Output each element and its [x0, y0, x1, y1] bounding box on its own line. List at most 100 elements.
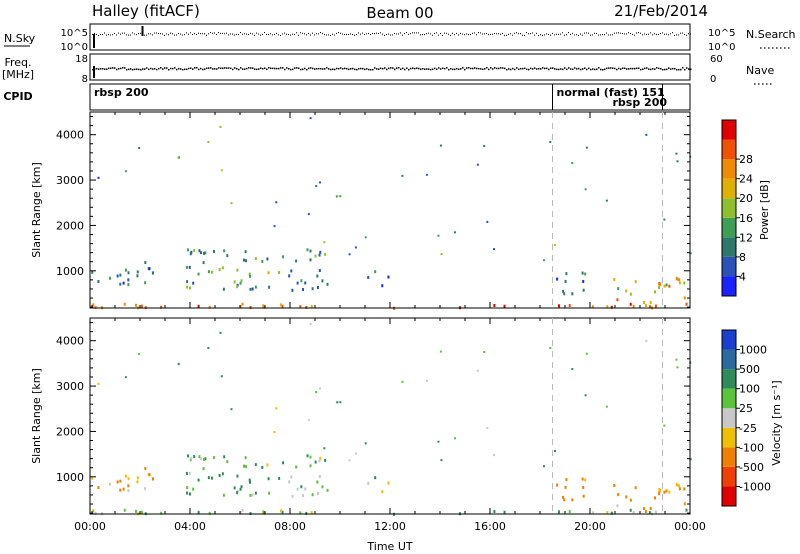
freq-point — [154, 67, 156, 70]
echo-point — [668, 284, 671, 288]
freq-point — [234, 67, 236, 69]
freq-point — [468, 67, 470, 69]
nsky-point — [416, 32, 417, 34]
echo-point — [241, 508, 244, 512]
freq-point — [670, 68, 672, 70]
cpid-label: CPID — [3, 90, 32, 103]
echo-point — [273, 225, 276, 228]
nsky-point — [116, 34, 117, 36]
echo-point — [302, 288, 305, 292]
freq-point — [220, 67, 222, 70]
echo-point — [261, 465, 264, 469]
echo-point — [307, 419, 310, 422]
freq-point — [582, 68, 584, 70]
echo-point — [116, 274, 119, 278]
echo-point — [299, 511, 302, 515]
echo-point — [188, 471, 191, 475]
echo-point — [492, 454, 495, 457]
freq-point — [198, 68, 200, 71]
nsky-point — [572, 32, 573, 34]
echo-point — [263, 511, 266, 515]
nsky-point — [280, 34, 281, 36]
nsky-point — [594, 32, 595, 34]
nsky-point — [412, 32, 413, 34]
echo-point — [653, 290, 656, 294]
echo-point — [571, 292, 574, 296]
echo-point — [226, 254, 229, 258]
echo-point — [135, 303, 138, 307]
colorbar-tick-label: 4 — [739, 270, 746, 283]
freq-point — [598, 67, 600, 69]
echo-point — [239, 487, 242, 491]
power-ylabel: Slant Range [km] — [30, 162, 43, 258]
nsky-point — [524, 34, 525, 36]
nsky-point — [450, 34, 451, 36]
nsky-point — [498, 33, 499, 35]
freq-point — [192, 68, 194, 70]
freq-point — [416, 67, 418, 69]
echo-point — [629, 292, 632, 296]
freq-point — [392, 67, 394, 69]
echo-point — [683, 502, 686, 506]
echo-point — [606, 511, 609, 515]
freq-point — [328, 68, 330, 70]
freq-point — [536, 68, 538, 70]
freq-point — [504, 67, 506, 70]
echo-point — [625, 289, 628, 293]
echo-point — [91, 510, 94, 514]
echo-point — [144, 281, 147, 285]
freq-point — [688, 68, 690, 70]
nsky-point — [120, 33, 121, 35]
echo-point — [315, 391, 318, 394]
freq-point — [204, 68, 206, 70]
cpid-segment-label: normal (fast) 151 — [557, 86, 665, 99]
echo-point — [564, 279, 567, 283]
echo-point — [302, 494, 305, 498]
freq-point — [592, 68, 594, 70]
nsky-point — [394, 32, 395, 34]
freq-point — [300, 68, 302, 71]
echo-point — [186, 285, 189, 289]
nsky-point — [636, 32, 637, 34]
nsky-point — [410, 33, 411, 35]
echo-point — [309, 464, 312, 468]
cpid-segment-label: rbsp 200 — [94, 86, 149, 99]
echo-point — [199, 457, 202, 461]
freq-point — [506, 68, 508, 71]
echo-point — [642, 507, 645, 511]
nsky-point — [178, 32, 179, 34]
echo-point — [676, 483, 679, 487]
echo-point — [160, 511, 163, 515]
freq-point — [578, 67, 580, 70]
echo-point — [659, 282, 662, 286]
freq-point — [330, 68, 332, 71]
echo-point — [336, 401, 339, 404]
nsky-point — [676, 34, 677, 36]
nsky-point — [604, 34, 605, 36]
velocity-ylabel: Slant Range [km] — [30, 368, 43, 464]
echo-point — [644, 304, 647, 308]
echo-point — [186, 486, 189, 490]
freq-point — [488, 68, 490, 71]
nsky-point — [176, 34, 177, 36]
nsky-point — [678, 34, 679, 36]
nsky-point — [562, 32, 563, 34]
power-colorbar-label: Power [dB] — [758, 180, 771, 240]
freq-point — [538, 67, 540, 70]
nsky-point — [578, 34, 579, 36]
colorbar-tick-label: 100 — [739, 383, 760, 396]
echo-point — [606, 305, 609, 309]
echo-point — [381, 284, 384, 288]
nsky-point — [640, 32, 641, 34]
freq-point — [200, 67, 202, 70]
echo-point — [273, 431, 276, 434]
nsky-point — [154, 32, 155, 34]
nsky-point — [602, 34, 603, 36]
echo-point — [144, 261, 147, 265]
echo-point — [189, 458, 192, 462]
nsky-point — [318, 33, 319, 35]
freq-point — [498, 67, 500, 70]
echo-point — [267, 477, 270, 481]
nsky-point — [486, 33, 487, 35]
colorbar-tick-label: -100 — [739, 441, 764, 454]
